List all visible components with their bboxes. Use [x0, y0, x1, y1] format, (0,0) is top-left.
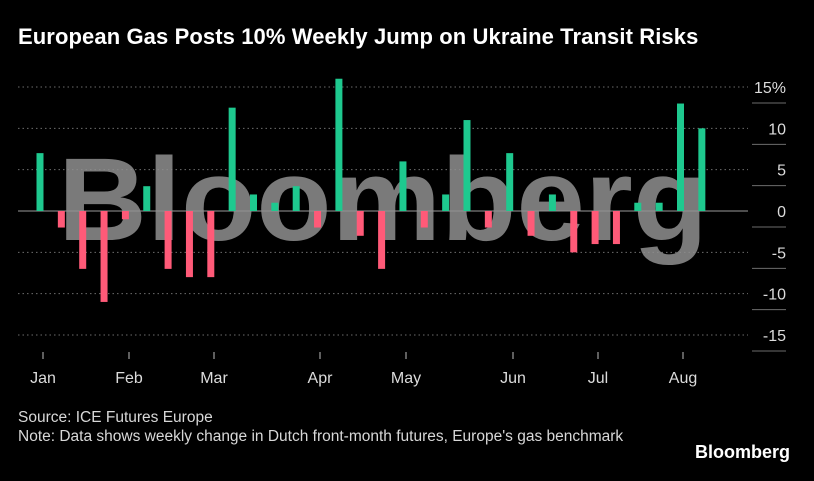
bar: [442, 194, 450, 211]
y-tick-label: 0: [777, 204, 786, 221]
bar: [121, 211, 129, 220]
x-tick-label: Jan: [30, 370, 56, 387]
bar: [207, 211, 215, 278]
bar: [36, 153, 44, 211]
x-tick-label: Aug: [669, 370, 697, 387]
y-tick-label: -5: [772, 245, 786, 262]
bloomberg-logo: Bloomberg: [694, 442, 790, 462]
x-tick-label: May: [391, 370, 421, 387]
bar: [356, 211, 364, 236]
bar: [655, 202, 663, 211]
footer: Source: ICE Futures Europe Note: Data sh…: [18, 408, 638, 446]
source-note: Source: ICE Futures Europe: [18, 409, 213, 426]
bars: [36, 78, 706, 302]
y-tick-label: 15%: [754, 80, 786, 97]
y-tick-label: -10: [763, 287, 786, 304]
x-tick-label: Mar: [200, 370, 228, 387]
bar: [634, 202, 642, 211]
bar: [420, 211, 428, 228]
bar: [57, 211, 65, 228]
bar: [484, 211, 492, 228]
bar: [677, 103, 684, 211]
bar: [570, 211, 578, 253]
gridlines: [18, 86, 748, 336]
y-axis: 15% 10 5 0 -5 -10 -15: [752, 80, 786, 352]
bar: [463, 120, 471, 211]
bar: [250, 194, 257, 211]
bar: [399, 161, 407, 211]
x-axis: Jan Feb Mar Apr May Jun Jul Aug: [30, 352, 697, 387]
bar: [378, 211, 386, 269]
x-tick-label: Jul: [588, 370, 608, 387]
bar: [292, 186, 300, 211]
y-tick-label: 10: [768, 121, 786, 138]
x-tick-label: Apr: [308, 370, 334, 387]
bar: [698, 128, 706, 211]
bar: [612, 211, 620, 245]
bar: [335, 78, 343, 211]
bar: [506, 153, 514, 211]
bar: [314, 211, 322, 228]
x-tick-label: Jun: [500, 370, 526, 387]
y-tick-label: -15: [763, 328, 786, 345]
bar: [271, 202, 279, 211]
bar: [164, 211, 172, 269]
bar: [100, 211, 108, 302]
bar: [79, 211, 87, 269]
x-tick-label: Feb: [115, 370, 143, 387]
bar: [591, 211, 599, 245]
bar: [527, 211, 535, 236]
y-tick-label: 5: [777, 163, 786, 180]
bar: [143, 186, 151, 211]
bar: [228, 107, 236, 211]
bar: [185, 211, 193, 278]
bar: [548, 194, 556, 211]
footnote: Note: Data shows weekly change in Dutch …: [18, 428, 624, 445]
chart-title: European Gas Posts 10% Weekly Jump on Uk…: [18, 24, 699, 49]
